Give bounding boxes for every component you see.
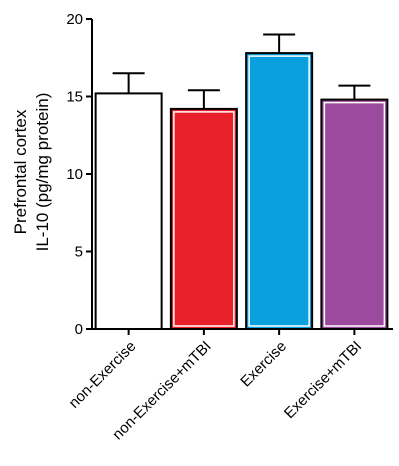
bar [245, 52, 314, 330]
bar [169, 107, 238, 331]
y-tick-label: 15 [66, 89, 83, 106]
bar-inner-highlight [323, 101, 386, 327]
y-tick-label: 20 [66, 11, 83, 28]
y-tick-label: 5 [75, 244, 83, 261]
bar-inner-highlight [248, 55, 310, 327]
y-axis-label-line-2: IL-10 (pg/mg protein) [33, 93, 52, 252]
x-category-label: non-Exercise [66, 338, 140, 412]
y-axis-label-line-1: Prefrontal cortex [11, 109, 30, 234]
y-axis-ticks: 0 5 10 15 20 [66, 11, 92, 338]
y-tick-label: 0 [75, 321, 83, 338]
chart-error-bars [112, 33, 371, 109]
x-category-label: Exercise [237, 338, 290, 391]
x-category-label: Exercise+mTBI [281, 338, 365, 422]
bar-inner-highlight [173, 111, 235, 327]
bar [94, 92, 163, 331]
bar [320, 98, 389, 330]
y-tick-label: 10 [66, 166, 83, 183]
chart-bars [94, 52, 389, 331]
